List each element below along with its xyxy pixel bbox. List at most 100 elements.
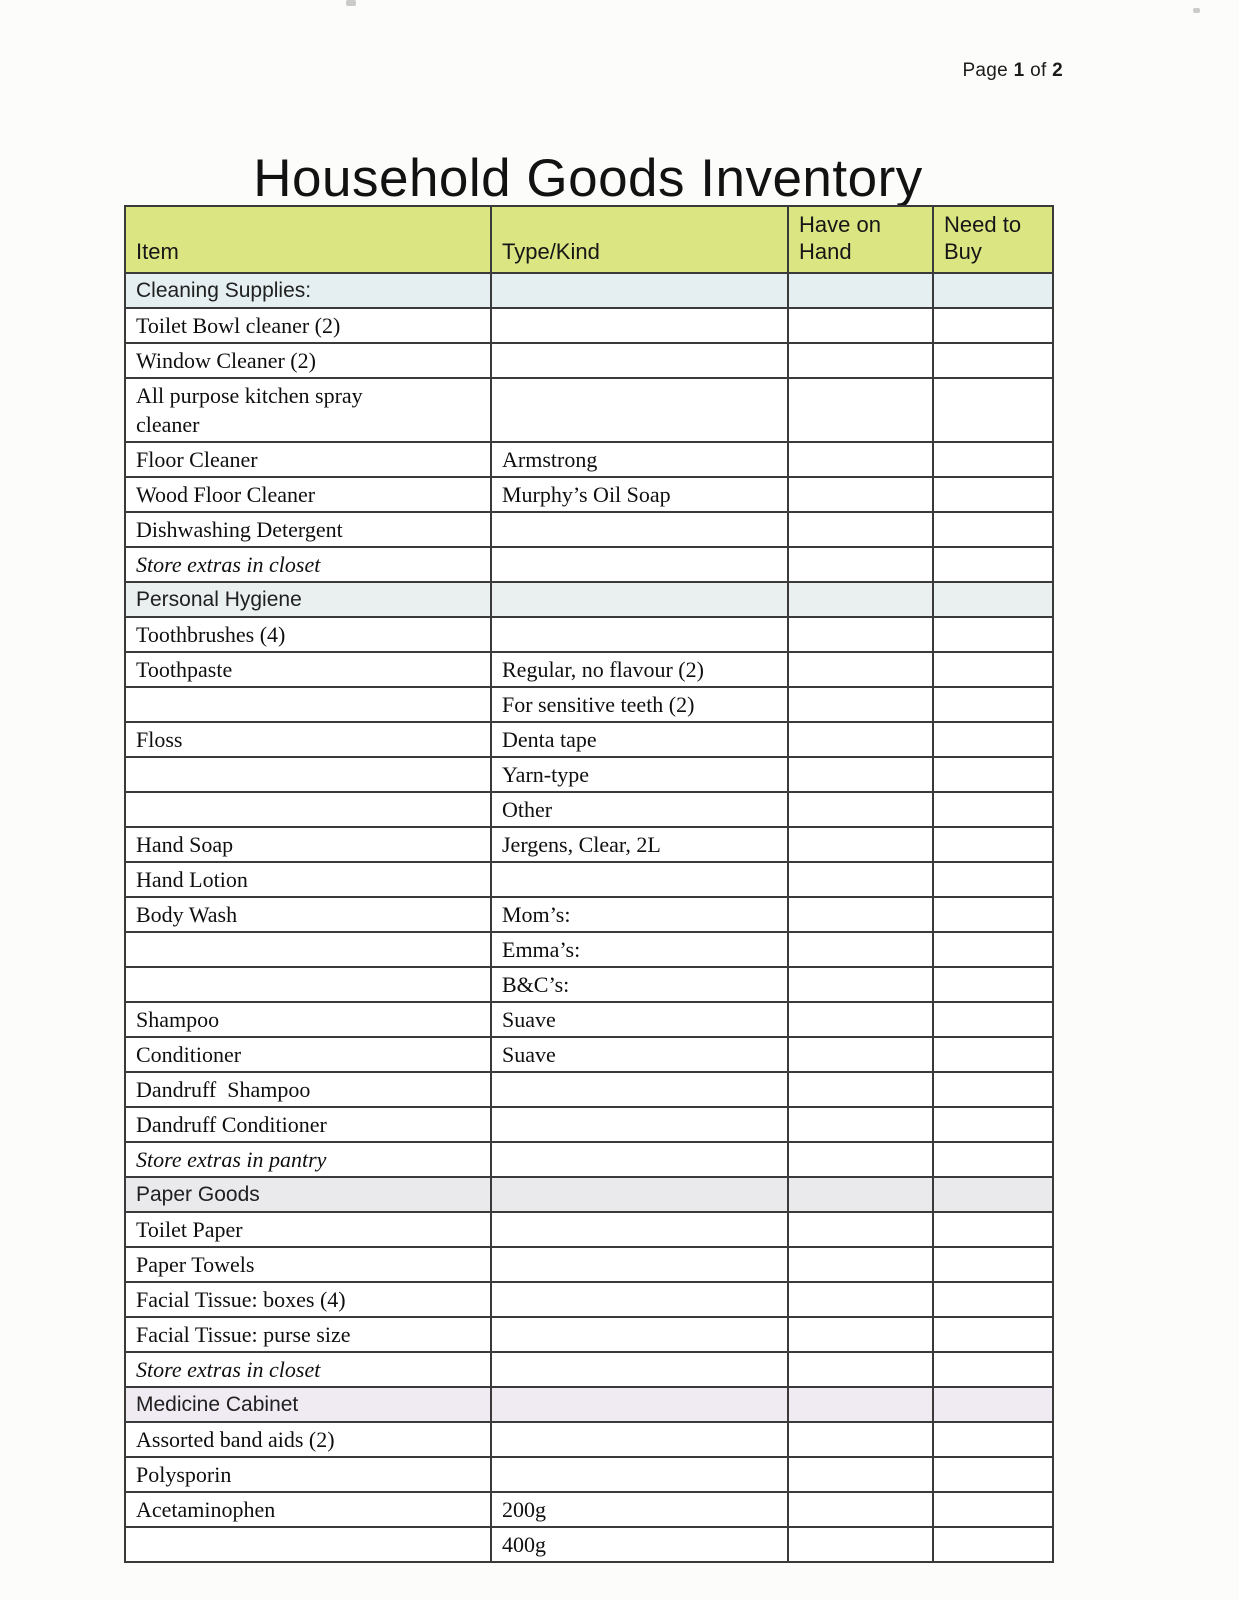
have-on-hand-cell: [787, 1281, 934, 1318]
table-row: Toothbrushes (4): [124, 616, 1054, 653]
table-row: Facial Tissue: purse size: [124, 1316, 1054, 1353]
item-cell: Hand Lotion: [124, 861, 492, 898]
item-cell: [124, 686, 492, 723]
item-cell: Wood Floor Cleaner: [124, 476, 492, 513]
page-number-current: 1: [1013, 60, 1025, 81]
type-cell: [490, 546, 789, 583]
item-cell: Window Cleaner (2): [124, 342, 492, 379]
have-on-hand-cell: [787, 966, 934, 1003]
need-to-buy-cell: [932, 1211, 1054, 1248]
type-cell: [490, 511, 789, 548]
table-row: 400g: [124, 1526, 1054, 1563]
need-to-buy-cell: [932, 861, 1054, 898]
item-cell: [124, 791, 492, 828]
have-on-hand-cell: [787, 1141, 934, 1178]
type-cell: [490, 1316, 789, 1353]
have-on-hand-cell: [787, 756, 934, 793]
type-cell: [490, 1246, 789, 1283]
need-to-buy-cell: [932, 1281, 1054, 1318]
have-on-hand-cell: [787, 377, 934, 443]
need-to-buy-cell: [932, 931, 1054, 968]
table-row: Hand Lotion: [124, 861, 1054, 898]
table-row: Paper Towels: [124, 1246, 1054, 1283]
item-cell: Paper Goods: [124, 1176, 492, 1213]
need-to-buy-cell: [932, 756, 1054, 793]
type-cell: [490, 1421, 789, 1458]
need-to-buy-cell: [932, 1421, 1054, 1458]
type-cell: [490, 581, 789, 618]
item-cell: Toothbrushes (4): [124, 616, 492, 653]
type-cell: [490, 1106, 789, 1143]
table-row: Store extras in pantry: [124, 1141, 1054, 1178]
table-row: Hand Soap Jergens, Clear, 2L: [124, 826, 1054, 863]
need-to-buy-cell: [932, 1526, 1054, 1563]
table-row: Assorted band aids (2): [124, 1421, 1054, 1458]
have-on-hand-cell: [787, 1176, 934, 1213]
type-cell: [490, 1351, 789, 1388]
table-row: Paper Goods: [124, 1176, 1054, 1213]
item-cell: Dandruff Conditioner: [124, 1106, 492, 1143]
item-cell: Cleaning Supplies:: [124, 272, 492, 309]
table-row: B&C’s:: [124, 966, 1054, 1003]
need-to-buy-cell: [932, 616, 1054, 653]
type-cell: [490, 616, 789, 653]
have-on-hand-cell: [787, 1246, 934, 1283]
have-on-hand-cell: [787, 581, 934, 618]
type-cell: [490, 861, 789, 898]
have-on-hand-cell: [787, 476, 934, 513]
table-header-row: Item Type/Kind Have on Hand Need to Buy: [124, 205, 1054, 274]
need-to-buy-cell: [932, 342, 1054, 379]
table-row: Floor Cleaner Armstrong: [124, 441, 1054, 478]
have-on-hand-cell: [787, 1106, 934, 1143]
type-cell: Suave: [490, 1001, 789, 1038]
table-row: All purpose kitchen spray cleaner: [124, 377, 1054, 443]
page-indicator-separator: of: [1030, 60, 1047, 81]
need-to-buy-cell: [932, 1001, 1054, 1038]
item-cell: Conditioner: [124, 1036, 492, 1073]
have-on-hand-cell: [787, 1001, 934, 1038]
need-to-buy-cell: [932, 377, 1054, 443]
type-cell: [490, 1456, 789, 1493]
need-to-buy-cell: [932, 1316, 1054, 1353]
type-cell: [490, 1386, 789, 1423]
need-to-buy-cell: [932, 1106, 1054, 1143]
table-row: Conditioner Suave: [124, 1036, 1054, 1073]
need-to-buy-cell: [932, 307, 1054, 344]
need-to-buy-cell: [932, 1386, 1054, 1423]
table-row: Acetaminophen 200g: [124, 1491, 1054, 1528]
page-indicator-prefix: Page: [962, 60, 1009, 81]
type-cell: Suave: [490, 1036, 789, 1073]
need-to-buy-cell: [932, 272, 1054, 309]
item-cell: Body Wash: [124, 896, 492, 933]
table-row: Body Wash Mom’s:: [124, 896, 1054, 933]
table-row: Toothpaste Regular, no flavour (2): [124, 651, 1054, 688]
column-header-have-on-hand: Have on Hand: [787, 205, 934, 274]
item-cell: Assorted band aids (2): [124, 1421, 492, 1458]
item-cell: Store extras in closet: [124, 1351, 492, 1388]
have-on-hand-cell: [787, 1071, 934, 1108]
item-cell: Toilet Paper: [124, 1211, 492, 1248]
table-row: Emma’s:: [124, 931, 1054, 968]
type-cell: [490, 1141, 789, 1178]
have-on-hand-cell: [787, 616, 934, 653]
item-cell: [124, 931, 492, 968]
need-to-buy-cell: [932, 826, 1054, 863]
item-cell: [124, 1526, 492, 1563]
need-to-buy-cell: [932, 1141, 1054, 1178]
item-cell: Toilet Bowl cleaner (2): [124, 307, 492, 344]
table-row: Toilet Paper: [124, 1211, 1054, 1248]
type-cell: Murphy’s Oil Soap: [490, 476, 789, 513]
item-cell: Personal Hygiene: [124, 581, 492, 618]
have-on-hand-cell: [787, 1491, 934, 1528]
have-on-hand-cell: [787, 651, 934, 688]
have-on-hand-cell: [787, 1036, 934, 1073]
table-row: Wood Floor Cleaner Murphy’s Oil Soap: [124, 476, 1054, 513]
table-row: Dandruff Conditioner: [124, 1106, 1054, 1143]
item-cell: Hand Soap: [124, 826, 492, 863]
have-on-hand-cell: [787, 1421, 934, 1458]
table-row: Personal Hygiene: [124, 581, 1054, 618]
page-title: Household Goods Inventory: [253, 148, 923, 208]
need-to-buy-cell: [932, 721, 1054, 758]
item-cell: Facial Tissue: boxes (4): [124, 1281, 492, 1318]
column-header-type-kind: Type/Kind: [490, 205, 789, 274]
